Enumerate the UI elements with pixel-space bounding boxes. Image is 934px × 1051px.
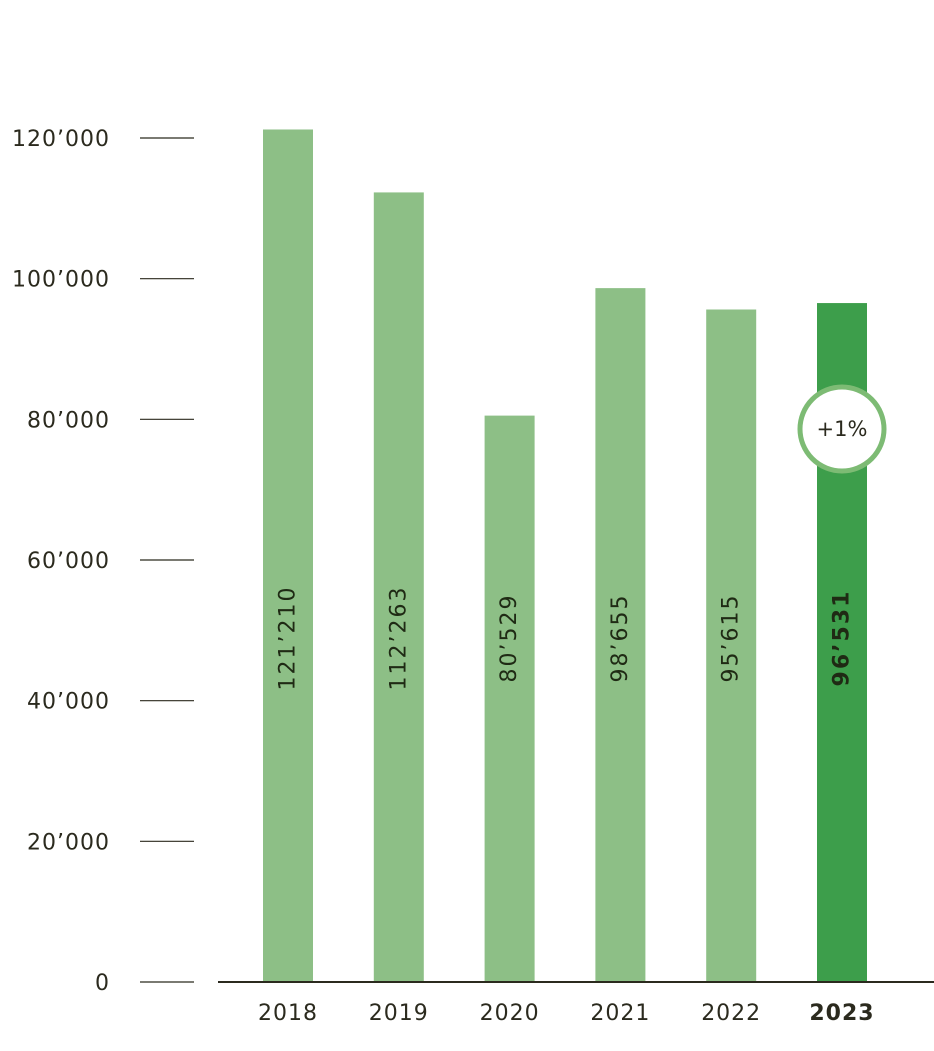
x-tick-label: 2021 (590, 1001, 650, 1026)
x-tick-label: 2023 (809, 1001, 874, 1026)
bar-value-label: 80’529 (497, 594, 522, 683)
x-tick-label: 2020 (480, 1001, 540, 1026)
y-tick-label: 80’000 (27, 408, 110, 433)
bar-value-label: 95’615 (719, 594, 744, 683)
bar-2019 (373, 192, 424, 983)
bar-value-label: 98’655 (608, 594, 633, 683)
y-tick-label: 120’000 (12, 127, 110, 152)
y-tick-label: 20’000 (27, 830, 110, 855)
y-tick-label: 100’000 (12, 268, 110, 293)
x-tick-label: 2018 (258, 1001, 318, 1026)
x-tick-label: 2022 (701, 1001, 761, 1026)
x-tick-label: 2019 (369, 1001, 429, 1026)
bar-2018 (263, 129, 313, 982)
bar-value-label: 121’210 (276, 586, 301, 691)
bar-value-label: 112’263 (386, 586, 411, 691)
bar-2021 (595, 288, 646, 983)
bar-2020 (484, 415, 535, 983)
y-tick-label: 60’000 (27, 549, 110, 574)
change-badge (797, 384, 887, 474)
y-tick-label: 40’000 (27, 690, 110, 715)
bar-2022 (706, 309, 757, 983)
change-badge-label: +1% (817, 417, 868, 441)
y-tick-label: 0 (95, 971, 110, 996)
bar-value-label: 96’531 (830, 590, 855, 687)
